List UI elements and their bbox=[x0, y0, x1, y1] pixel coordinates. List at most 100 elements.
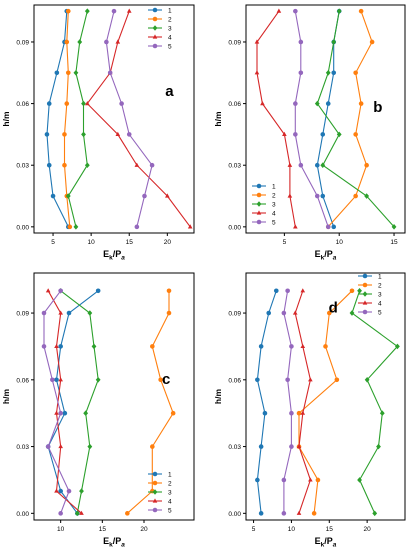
legend-marker bbox=[152, 7, 158, 13]
data-point bbox=[325, 69, 331, 76]
panel-label: a bbox=[165, 83, 174, 100]
data-point bbox=[95, 377, 101, 383]
data-point bbox=[74, 510, 80, 517]
x-tick-label: 20 bbox=[140, 526, 148, 533]
data-point bbox=[358, 8, 364, 14]
data-point bbox=[84, 162, 90, 169]
data-point bbox=[85, 100, 90, 106]
data-point bbox=[282, 131, 287, 137]
data-point bbox=[298, 70, 304, 76]
legend-entry: 3 bbox=[272, 201, 276, 208]
data-point bbox=[46, 101, 52, 106]
data-point bbox=[66, 310, 72, 316]
series-line-5 bbox=[43, 290, 70, 514]
y-tick-label: 0.06 bbox=[228, 101, 241, 108]
legend-marker bbox=[256, 219, 262, 225]
data-point bbox=[166, 310, 172, 316]
series-line-5 bbox=[294, 11, 329, 227]
data-point bbox=[353, 132, 358, 137]
data-point bbox=[258, 344, 264, 349]
x-tick-label: 15 bbox=[99, 526, 107, 533]
x-tick-label: 5 bbox=[283, 239, 287, 246]
data-point bbox=[300, 410, 306, 415]
panel-c: 0.00 0.03 0.06 0.09 10 15 20 h/m Ek/Pa c 1 2 3 4 5 bbox=[1, 272, 195, 549]
data-point bbox=[285, 288, 290, 294]
data-point bbox=[58, 443, 63, 449]
data-point bbox=[73, 224, 79, 230]
data-point bbox=[336, 131, 342, 138]
data-point bbox=[364, 377, 370, 383]
data-point bbox=[289, 444, 294, 449]
data-point bbox=[314, 193, 320, 199]
data-point bbox=[391, 224, 397, 230]
series-line-3 bbox=[351, 290, 399, 514]
data-point bbox=[58, 377, 63, 382]
legend-marker bbox=[256, 210, 262, 215]
data-point bbox=[65, 70, 71, 76]
y-tick-label: 0.06 bbox=[16, 377, 29, 384]
x-tick-label: 5 bbox=[252, 526, 256, 533]
x-axis-label-sub: a bbox=[121, 542, 125, 549]
legend-entry: 3 bbox=[168, 489, 172, 496]
y-tick-label: 0.03 bbox=[16, 444, 29, 451]
legend-marker bbox=[256, 183, 262, 189]
data-point bbox=[358, 101, 364, 106]
data-point bbox=[91, 343, 97, 350]
x-tick-label: 10 bbox=[288, 526, 296, 533]
legend-entry: 4 bbox=[272, 210, 276, 217]
data-point bbox=[300, 343, 306, 349]
legend-marker bbox=[362, 291, 368, 297]
data-point bbox=[281, 511, 287, 516]
data-point bbox=[308, 477, 313, 482]
legend-entry: 4 bbox=[168, 498, 172, 505]
data-point bbox=[104, 39, 109, 45]
data-point bbox=[87, 443, 93, 450]
data-point bbox=[334, 377, 340, 383]
x-axis-label-sub: k bbox=[109, 255, 113, 262]
legend-entry: 3 bbox=[378, 291, 382, 298]
data-point bbox=[115, 131, 121, 137]
data-point bbox=[260, 100, 265, 106]
data-point bbox=[158, 377, 163, 383]
data-point bbox=[325, 101, 331, 106]
data-point bbox=[395, 343, 400, 350]
data-point bbox=[364, 193, 370, 199]
data-point bbox=[285, 377, 290, 383]
x-tick-label: 20 bbox=[364, 526, 372, 533]
legend: 1 2 3 4 5 bbox=[358, 273, 382, 316]
series-line-3 bbox=[67, 11, 88, 227]
legend-entry: 5 bbox=[168, 507, 172, 514]
x-axis-label: Ek/Pa bbox=[315, 249, 337, 262]
legend-entry: 3 bbox=[168, 25, 172, 32]
series-line-1 bbox=[316, 11, 340, 227]
x-axis-label-main: E bbox=[315, 536, 321, 546]
data-point bbox=[150, 444, 155, 449]
data-point bbox=[262, 410, 268, 416]
x-axis-label-sub: a bbox=[121, 255, 125, 262]
x-axis-label-sub: a bbox=[333, 255, 337, 262]
series-line-2 bbox=[327, 11, 373, 228]
data-point bbox=[273, 288, 279, 294]
legend-marker bbox=[362, 282, 368, 288]
data-point bbox=[254, 39, 260, 44]
data-point bbox=[58, 511, 63, 516]
legend-marker bbox=[152, 34, 158, 39]
legend-marker bbox=[152, 471, 158, 477]
data-point bbox=[62, 132, 67, 137]
panel-label: b bbox=[373, 99, 382, 116]
data-point bbox=[45, 288, 51, 293]
legend-marker bbox=[152, 25, 158, 31]
data-point bbox=[320, 162, 326, 169]
data-point bbox=[311, 511, 317, 516]
data-point bbox=[81, 100, 86, 107]
data-point bbox=[142, 193, 147, 199]
data-point bbox=[296, 410, 302, 416]
data-point bbox=[54, 343, 59, 349]
data-point bbox=[83, 410, 89, 416]
data-point bbox=[357, 288, 362, 294]
data-point bbox=[125, 511, 130, 516]
data-point bbox=[166, 288, 172, 294]
data-point bbox=[54, 377, 59, 383]
legend-marker bbox=[362, 309, 368, 315]
